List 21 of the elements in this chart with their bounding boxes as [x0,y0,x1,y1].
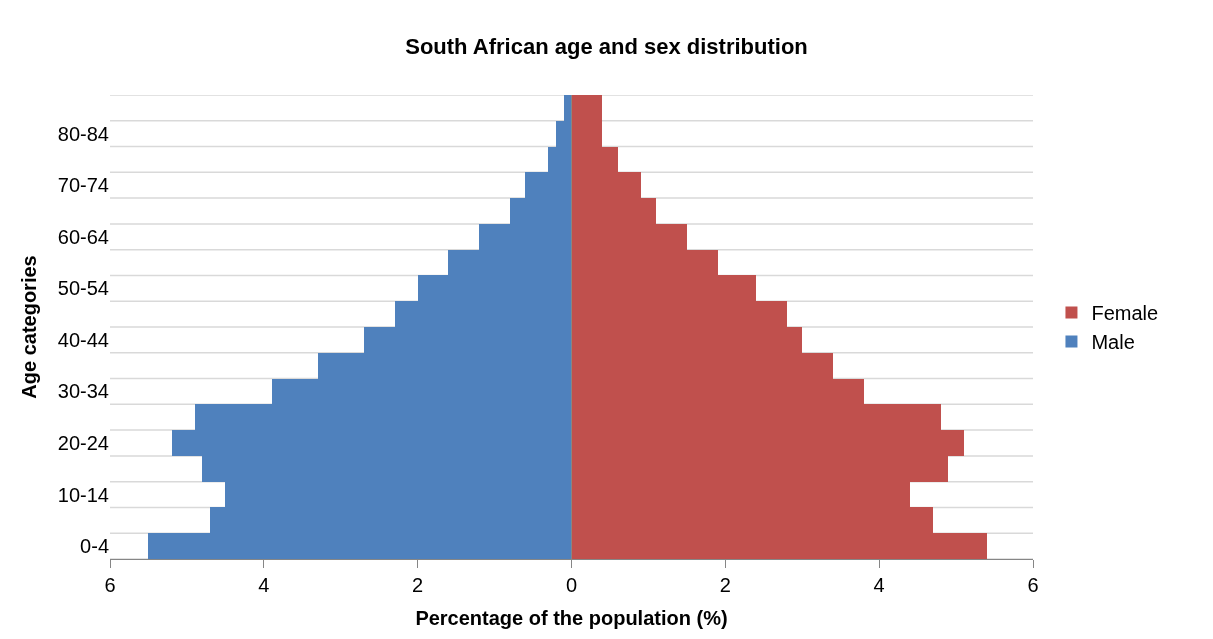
x-tick-label: 2 [412,574,424,596]
x-tick-label: 6 [104,574,116,596]
y-axis-title: Age categories [18,255,41,399]
y-tick-label: 40-44 [57,328,109,351]
y-tick-label: 50-54 [57,277,109,300]
x-axis-title: Percentage of the population (%) [415,606,728,629]
x-tick-label: 6 [1027,574,1039,596]
y-tick-label: 60-64 [57,225,109,248]
x-tick-label: 2 [719,574,731,596]
legend-label: Female [1091,302,1159,325]
y-tick-label: 80-84 [57,122,109,145]
y-tick-label: 30-34 [57,380,109,403]
y-tick-label: 10-14 [57,483,109,506]
chart-title: South African age and sex distribution [405,33,808,59]
legend-label: Male [1091,331,1135,354]
x-tick-label: 4 [873,574,885,596]
y-tick-label: 0-4 [80,535,109,558]
x-tick-label: 0 [565,574,578,596]
y-tick-label: 70-74 [57,174,109,197]
y-tick-label: 20-24 [57,432,109,454]
x-tick-label: 4 [258,574,270,596]
